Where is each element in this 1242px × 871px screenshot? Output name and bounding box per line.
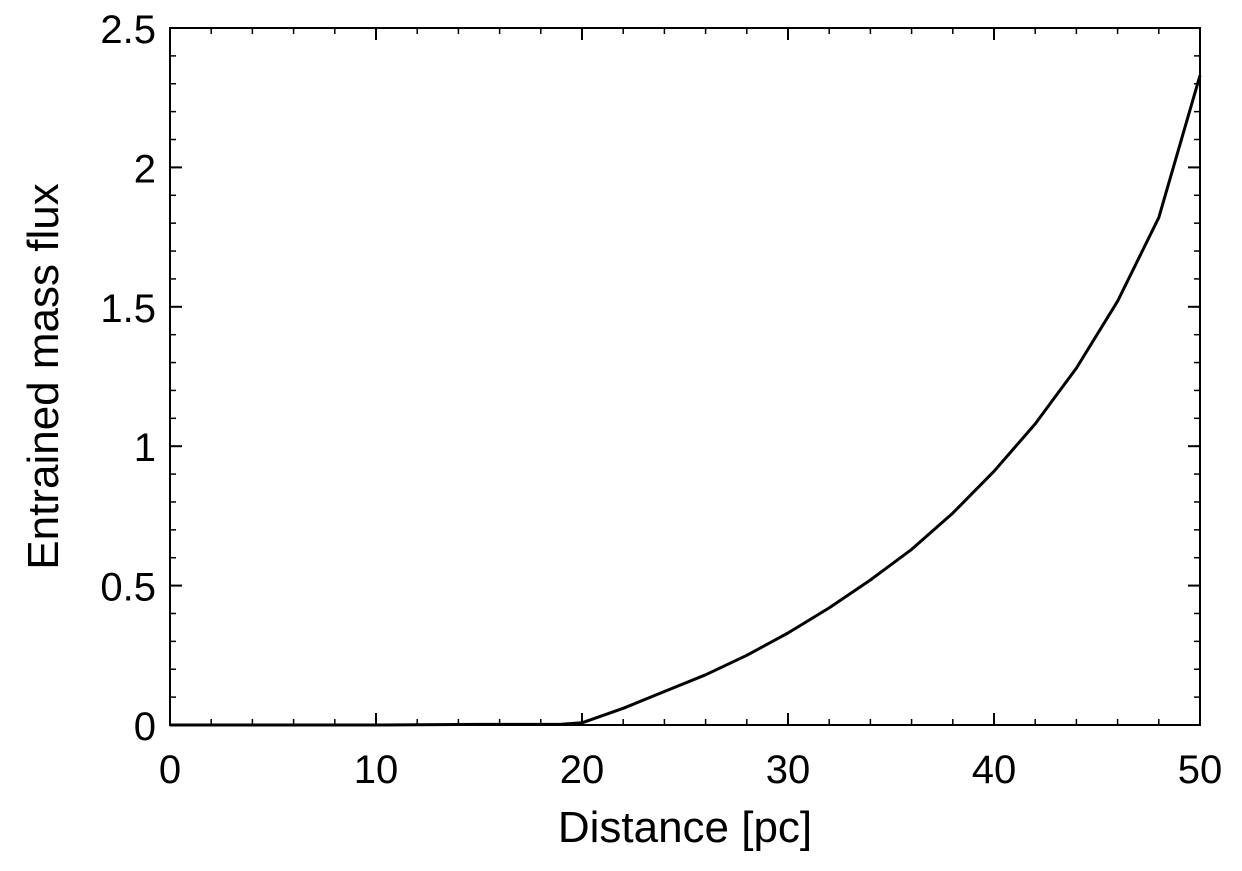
y-tick-label: 2 <box>134 147 156 191</box>
x-tick-label: 30 <box>766 748 811 792</box>
x-tick-label: 10 <box>354 748 399 792</box>
y-tick-label: 0.5 <box>100 566 156 610</box>
tick-labels: 0 10 20 30 40 50 0 0.5 1 1.5 2 2.5 <box>100 8 1222 792</box>
series-layer <box>170 74 1202 727</box>
y-tick-label: 1.5 <box>100 287 156 331</box>
y-tick-label: 2.5 <box>100 8 156 52</box>
axis-ticks <box>169 27 1201 726</box>
x-axis-title: Distance [pc] <box>558 803 812 852</box>
y-tick-label: 0 <box>134 705 156 749</box>
x-tick-label: 20 <box>560 748 605 792</box>
y-axis-title: Entrained mass flux <box>19 183 68 569</box>
series-line <box>170 74 1202 727</box>
y-tick-label: 1 <box>134 426 156 470</box>
plot-frame <box>169 27 1201 726</box>
x-tick-label: 50 <box>1178 748 1223 792</box>
x-tick-label: 0 <box>159 748 181 792</box>
x-tick-label: 40 <box>972 748 1017 792</box>
